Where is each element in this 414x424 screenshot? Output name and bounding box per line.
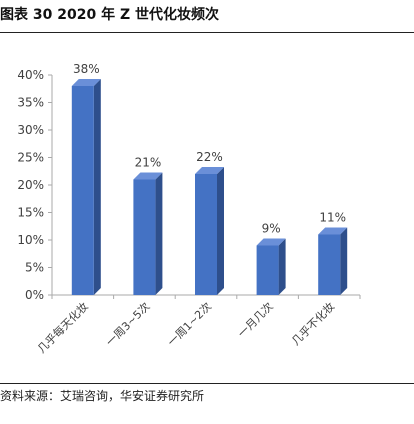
- bar-top-face: [71, 79, 101, 86]
- bar: [256, 238, 286, 295]
- source-note: 资料来源：艾瑞咨询，华安证券研究所: [0, 389, 205, 403]
- y-tick-label: 25%: [17, 151, 44, 165]
- y-tick-label: 40%: [17, 68, 44, 82]
- bar-front-face: [195, 174, 217, 295]
- value-labels: 38% 21% 22% 9% 11%: [73, 62, 346, 236]
- bar-chart: 0% 5% 10% 15% 20% 25% 30% 35% 40% 38% 21% 22% 9% 11%…: [17, 62, 361, 356]
- figure-title: 图表 30 2020 年 Z 世代化妆频次: [0, 7, 219, 23]
- y-tick-label: 15%: [17, 206, 44, 220]
- data-label: 9%: [262, 222, 281, 236]
- bar-side-face: [278, 238, 286, 295]
- bar-front-face: [133, 179, 156, 295]
- bar-top-face: [195, 167, 224, 174]
- x-axis: [51, 294, 361, 299]
- bar-front-face: [318, 234, 341, 295]
- category-labels: 几乎每天化妆 一周3~5次 一周1~2次 一月几次 几乎不化妆: [34, 299, 337, 356]
- bar-side-face: [340, 227, 348, 295]
- bar-top-face: [256, 238, 286, 246]
- bar: [195, 167, 224, 295]
- y-tick-label: 30%: [17, 123, 44, 137]
- bar-top-face: [133, 172, 163, 180]
- data-label: 22%: [196, 150, 223, 164]
- y-tick-label: 20%: [17, 178, 44, 192]
- data-label: 21%: [135, 156, 162, 170]
- data-label: 11%: [319, 211, 346, 225]
- category-label: 几乎每天化妆: [34, 299, 91, 356]
- bar-front-face: [256, 245, 279, 295]
- category-label: 一周3~5次: [103, 299, 153, 349]
- y-tick-label: 0%: [25, 288, 44, 302]
- category-label: 几乎不化妆: [289, 299, 338, 348]
- title-divider: [0, 32, 414, 33]
- y-tick-label: 10%: [17, 233, 44, 247]
- bar-top-face: [318, 227, 348, 235]
- y-tick-label: 35%: [17, 96, 44, 110]
- y-tick-label: 5%: [25, 261, 44, 275]
- bar-side-face: [217, 167, 224, 295]
- data-label: 38%: [73, 62, 100, 76]
- category-label: 一月几次: [235, 299, 276, 340]
- source-divider: [0, 383, 414, 384]
- bar-side-face: [155, 172, 163, 295]
- bar: [71, 79, 101, 295]
- category-label: 一周1~2次: [164, 299, 214, 349]
- bar: [318, 227, 348, 295]
- bar-front-face: [71, 86, 94, 295]
- bar: [133, 172, 163, 295]
- bars: [71, 79, 348, 295]
- bar-side-face: [93, 79, 101, 295]
- y-axis: 0% 5% 10% 15% 20% 25% 30% 35% 40%: [17, 68, 53, 302]
